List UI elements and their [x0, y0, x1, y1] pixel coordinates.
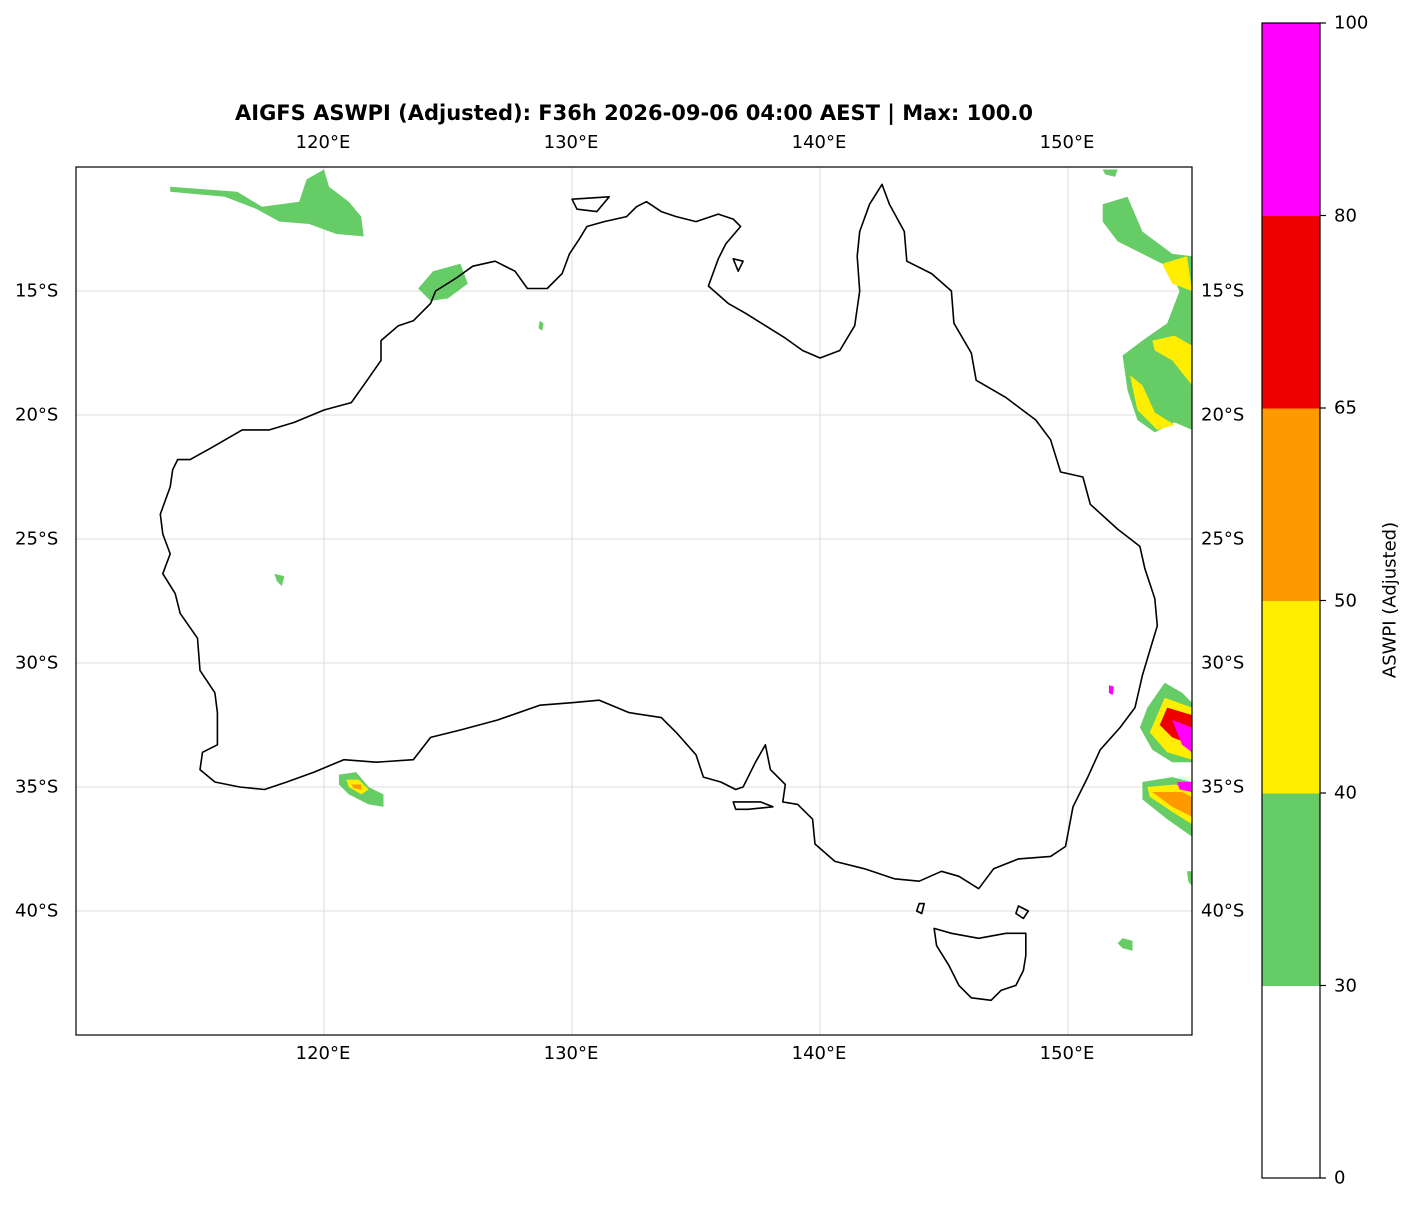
coastline — [159, 183, 1159, 1002]
colorbar-band-65-80 — [1262, 215, 1320, 409]
lon-tick-top-130: 130°E — [543, 132, 599, 153]
lon-tick-top-140: 140°E — [791, 132, 847, 153]
coastline-island-2 — [915, 902, 926, 915]
colorbar-band-30-40 — [1262, 793, 1320, 986]
colorbar-band-40-50 — [1262, 600, 1320, 794]
region-nsw-offshore-magenta — [1172, 720, 1192, 753]
region-coral-sea-yellow-c — [1130, 375, 1175, 430]
lat-tick-right-25: 25°S — [1201, 528, 1245, 550]
region-bight-cell-orange — [351, 784, 362, 790]
colorbar-tick-50: 50 — [1334, 590, 1357, 611]
map-title: AIGFS ASWPI (Adjusted): F36h 2026-09-06 … — [235, 101, 1033, 125]
coastline-island-4 — [732, 257, 744, 273]
region-inland-nsw-cell — [1108, 685, 1114, 696]
region-coral-sea-yellow-b — [1152, 335, 1192, 386]
lat-tick-right-20: 20°S — [1201, 404, 1245, 426]
colorbar-tick-marks — [1320, 22, 1326, 1179]
coastline-island-0 — [732, 801, 774, 811]
colorbar-bands — [1262, 23, 1320, 1179]
region-coral-sea-yellow-a — [1162, 256, 1192, 291]
map-frame — [75, 166, 1193, 1036]
lat-tick-left-20: 20°S — [15, 404, 59, 426]
region-tasman-cell — [1117, 938, 1133, 951]
colorbar-band-80-100 — [1262, 23, 1320, 216]
lon-tick-bottom-120: 120°E — [295, 1043, 351, 1064]
lon-tick-bottom-140: 140°E — [791, 1043, 847, 1064]
colorbar-band-50-65 — [1262, 408, 1320, 601]
region-coral-sea-east-edge — [1187, 871, 1192, 887]
region-south-coast-magenta — [1177, 782, 1192, 792]
colorbar-tick-30: 30 — [1334, 975, 1357, 996]
lat-tick-right-15: 15°S — [1201, 280, 1245, 302]
colorbar-tick-40: 40 — [1334, 782, 1357, 804]
lat-tick-left-40: 40°S — [15, 900, 59, 922]
colorbar-tick-65: 65 — [1334, 397, 1357, 419]
region-coral-sea-north — [1102, 196, 1192, 433]
region-nt-coast-cell — [538, 320, 544, 331]
lat-tick-left-15: 15°S — [15, 280, 59, 302]
colorbar-tick-0: 0 — [1334, 1167, 1346, 1189]
region-inland-wa-cell — [274, 573, 285, 587]
coastline-island-1 — [571, 196, 611, 213]
aswpi-regions — [170, 169, 1192, 951]
region-kimberley-cell — [418, 263, 468, 301]
coastline-mainland — [159, 183, 1159, 890]
lon-tick-top-150: 150°E — [1039, 132, 1095, 153]
lat-tick-right-40: 40°S — [1201, 900, 1245, 922]
gridlines — [76, 167, 1192, 1035]
lat-tick-right-30: 30°S — [1201, 652, 1245, 674]
lon-tick-bottom-130: 130°E — [543, 1043, 599, 1064]
colorbar-tick-80: 80 — [1334, 205, 1357, 226]
colorbar-band-0-30 — [1262, 985, 1320, 1179]
lat-tick-left-35: 35°S — [15, 776, 59, 798]
coastline-island-3 — [1015, 905, 1030, 920]
region-coast-cell-north — [1102, 169, 1118, 177]
colorbar-label: ASWPI (Adjusted) — [1379, 521, 1401, 679]
region-south-coast-orange — [1152, 792, 1192, 817]
lat-tick-left-25: 25°S — [15, 528, 59, 550]
coastline-tasmania — [933, 927, 1027, 1002]
region-timor-sea-cell — [170, 169, 364, 237]
lat-tick-left-30: 30°S — [15, 652, 59, 674]
lon-tick-top-120: 120°E — [295, 132, 351, 153]
colorbar-tick-100: 100 — [1334, 12, 1369, 34]
lat-tick-right-35: 35°S — [1201, 776, 1245, 798]
lon-tick-bottom-150: 150°E — [1039, 1043, 1095, 1064]
